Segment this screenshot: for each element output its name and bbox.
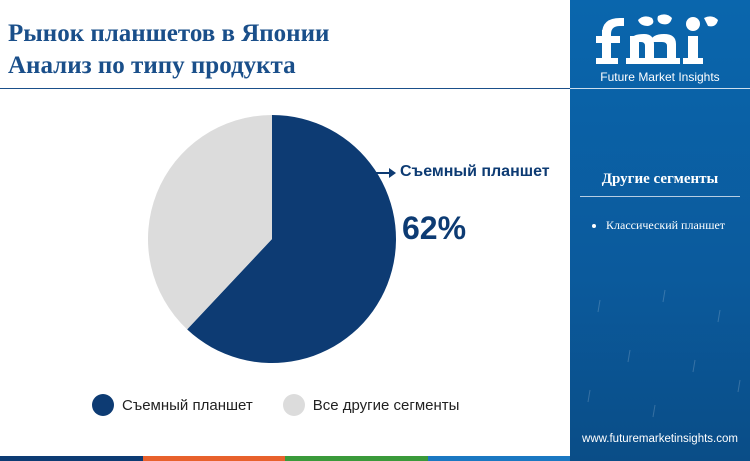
pie-slice-0 — [187, 115, 397, 363]
strip-segment — [285, 456, 428, 461]
bullet-icon — [592, 223, 596, 228]
other-segments-list: Классический планшет — [592, 218, 725, 233]
callout-value: 62% — [402, 210, 467, 246]
strip-segment — [427, 456, 570, 461]
pie-chart — [148, 115, 397, 363]
chart-panel: Рынок планшетов в Японии Анализ по типу … — [0, 18, 570, 461]
sidebar-heading-divider — [580, 196, 740, 197]
other-segments-heading: Другие сегменты — [601, 171, 719, 187]
legend-swatch-detachable — [92, 394, 114, 416]
arrow-right-icon — [376, 168, 396, 178]
list-item: Классический планшет — [592, 218, 725, 233]
sidebar: Future Market Insights Другие сегменты К… — [570, 0, 750, 461]
rain-decoration — [587, 289, 741, 418]
callout-label: Съемный планшет — [400, 163, 550, 180]
strip-segment — [142, 456, 285, 461]
legend-swatch-others — [282, 394, 305, 416]
title-divider — [0, 88, 570, 89]
legend-label-others: Все другие сегменты — [312, 396, 460, 414]
list-item-label: Классический планшет — [606, 218, 726, 232]
website-url: www.futuremarketinsights.com — [582, 433, 738, 445]
fmi-logo-icon — [596, 14, 718, 64]
strip-segment — [0, 456, 143, 461]
legend-item-others: Все другие сегменты — [282, 394, 460, 416]
page-title: Рынок планшетов в Японии Анализ по типу … — [8, 18, 329, 82]
legend-label-detachable: Съемный планшет — [122, 396, 253, 414]
legend-item-detachable: Съемный планшет — [92, 394, 253, 416]
chart-legend: Съемный планшет Все другие сегменты — [92, 394, 489, 416]
pie-slice-1 — [148, 115, 272, 330]
title-line-2: Анализ по типу продукта — [8, 52, 296, 79]
footer-color-strip — [0, 456, 570, 461]
logo-text: Future Market Insights — [600, 70, 720, 84]
sidebar-divider — [570, 88, 750, 89]
title-line-1: Рынок планшетов в Японии — [8, 20, 330, 47]
